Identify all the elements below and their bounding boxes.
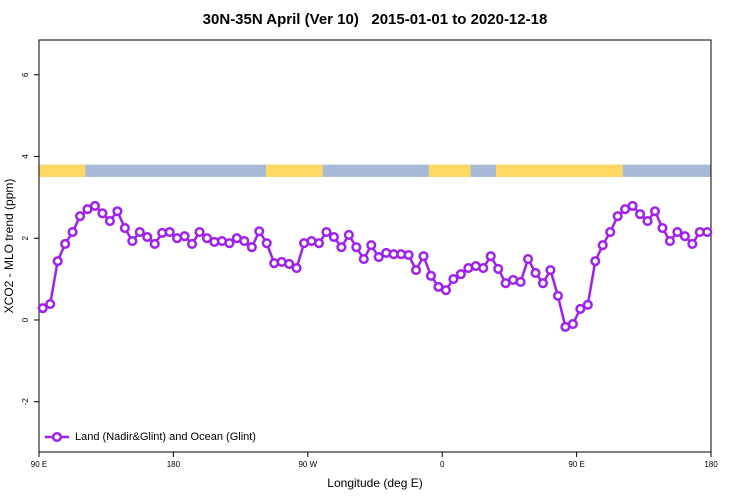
chart-title: 30N-35N April (Ver 10) 2015-01-01 to 202… (203, 11, 548, 28)
data-point (478, 263, 489, 274)
data-point (60, 238, 71, 250)
x-axis-label: Longitude (deg E) (327, 476, 422, 490)
data-point (328, 231, 339, 243)
data-point (187, 238, 198, 250)
land-band (39, 164, 86, 177)
data-point (582, 299, 593, 310)
x-tick-label: 90 E (568, 460, 584, 469)
data-point (679, 231, 690, 242)
data-point (261, 238, 272, 249)
data-point (149, 238, 160, 250)
data-point (567, 319, 578, 330)
plot-frame (38, 39, 712, 453)
data-point (664, 236, 675, 247)
data-point (411, 265, 422, 276)
data-point (246, 242, 257, 253)
data-point (224, 238, 235, 249)
y-tick-label: 2 (21, 235, 30, 240)
data-point (194, 227, 205, 238)
data-point (291, 263, 302, 274)
data-point (440, 285, 451, 296)
data-point (127, 236, 138, 247)
data-point (418, 251, 429, 262)
data-point (67, 227, 78, 238)
y-tick-label: 0 (21, 317, 30, 322)
data-point (373, 251, 384, 263)
data-point (343, 229, 354, 241)
data-point (687, 238, 698, 250)
data-point (657, 222, 668, 234)
legend-marker (51, 431, 63, 443)
data-point (284, 258, 295, 270)
data-point (575, 303, 586, 314)
data-point (366, 240, 377, 251)
data-point (545, 265, 556, 276)
land-band (428, 164, 471, 177)
y-tick-label: -2 (21, 398, 30, 406)
data-point (552, 290, 563, 301)
data-point (590, 256, 601, 267)
data-point (97, 208, 108, 219)
data-point (702, 227, 713, 238)
data-point (455, 269, 466, 280)
data-point (201, 233, 213, 244)
data-point (239, 236, 250, 247)
legend-label: Land (Nadir&Glint) and Ocean (Glint) (75, 431, 256, 443)
data-point (537, 278, 549, 289)
data-point (254, 226, 265, 237)
data-point (164, 227, 175, 238)
data-point (134, 227, 145, 238)
data-point (605, 227, 616, 238)
data-point (530, 267, 541, 279)
data-point (104, 216, 115, 227)
data-point (672, 227, 683, 238)
data-point (351, 242, 362, 253)
data-point (313, 238, 325, 249)
land-band (495, 164, 623, 177)
y-axis-label: XCO2 - MLO trend (ppm) (2, 179, 16, 314)
data-point (485, 251, 496, 262)
data-point (448, 274, 459, 285)
land-band (265, 164, 323, 177)
data-point (627, 200, 638, 211)
data-point (142, 231, 153, 243)
data-point (649, 206, 661, 217)
data-point (642, 216, 653, 227)
data-point (37, 303, 48, 314)
x-tick-label: 0 (440, 460, 445, 469)
data-point (515, 276, 526, 288)
data-point (112, 206, 123, 217)
data-point (75, 211, 86, 222)
data-point (321, 227, 332, 238)
data-point (403, 249, 414, 261)
data-point (89, 200, 101, 211)
data-point (336, 242, 347, 253)
data-point (493, 263, 504, 274)
data-point (635, 209, 646, 220)
data-point (52, 256, 63, 267)
x-tick-label: 90 E (31, 460, 47, 469)
x-tick-label: 180 (704, 460, 718, 469)
data-point (425, 270, 437, 281)
x-tick-label: 180 (167, 460, 181, 469)
data-point (523, 254, 534, 265)
y-tick-label: 4 (21, 154, 30, 159)
data-point (612, 211, 623, 222)
data-point (179, 231, 190, 242)
x-tick-label: 90 W (298, 460, 317, 469)
data-point (358, 254, 369, 265)
data-point (597, 240, 608, 251)
data-point (45, 298, 56, 310)
y-tick-label: 6 (21, 72, 30, 77)
data-point (119, 222, 130, 234)
